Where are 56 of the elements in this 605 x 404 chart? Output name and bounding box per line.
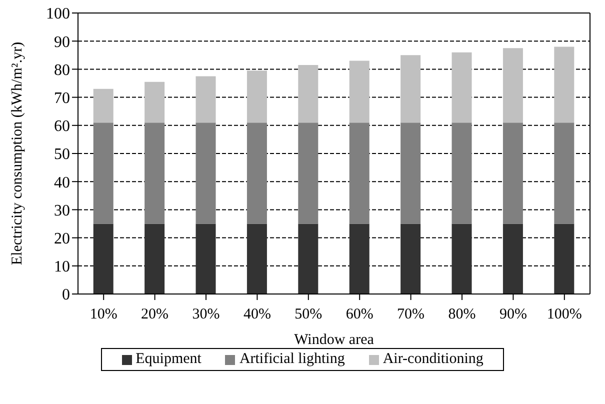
x-tick-label: 80% <box>448 306 476 323</box>
bar <box>246 224 267 294</box>
bar <box>452 52 472 123</box>
y-tick-label: 40 <box>54 174 70 192</box>
y-tick-label: 100 <box>46 6 70 23</box>
x-tick-label: 20% <box>141 306 169 323</box>
bar <box>196 76 216 123</box>
y-axis-title: Electricity consumption (kWh/m².yr) <box>9 42 26 266</box>
bar <box>246 70 267 123</box>
legend-label: Air-conditioning <box>382 351 484 368</box>
bar <box>502 122 523 224</box>
bar <box>144 224 165 294</box>
bar <box>93 224 114 294</box>
bar <box>349 224 370 294</box>
bar <box>452 122 472 224</box>
bar <box>144 122 165 224</box>
bar <box>400 55 421 123</box>
bar <box>554 224 574 294</box>
y-tick-label: 0 <box>62 286 70 304</box>
x-axis-title: Window area <box>294 332 374 348</box>
x-tick-label: 30% <box>192 306 220 323</box>
x-tick-label: 60% <box>346 306 374 323</box>
bar <box>554 46 574 123</box>
x-tick-label: 100% <box>546 306 582 323</box>
y-tick-label: 70 <box>54 90 70 107</box>
bar <box>400 122 421 224</box>
y-tick-label: 90 <box>54 34 70 51</box>
bar <box>298 122 318 224</box>
bar <box>452 224 472 294</box>
bar <box>144 82 165 123</box>
bar <box>93 88 114 123</box>
x-tick-label: 10% <box>90 306 118 323</box>
bar <box>502 48 523 123</box>
bar <box>349 122 370 224</box>
bar <box>246 122 267 224</box>
x-tick-label: 90% <box>499 306 527 323</box>
bar <box>298 224 318 294</box>
bar <box>196 122 216 224</box>
y-tick-label: 20 <box>54 230 70 248</box>
y-tick-label: 30 <box>54 202 70 220</box>
y-tick-label: 60 <box>54 118 70 136</box>
y-tick-label: 10 <box>54 258 70 276</box>
y-tick-label: 50 <box>54 146 70 164</box>
x-tick-label: 40% <box>243 306 271 323</box>
bar <box>400 224 421 294</box>
x-tick-label: 70% <box>397 306 425 323</box>
bar <box>196 224 216 294</box>
bar <box>93 122 114 224</box>
bar <box>349 60 370 123</box>
x-tick-label: 50% <box>294 306 322 323</box>
bar <box>554 122 574 224</box>
bar <box>298 64 318 123</box>
y-tick-label: 80 <box>54 62 70 79</box>
legend-label: Artificial lighting <box>239 351 345 368</box>
bar <box>502 224 523 294</box>
legend-label: Equipment <box>136 351 202 368</box>
